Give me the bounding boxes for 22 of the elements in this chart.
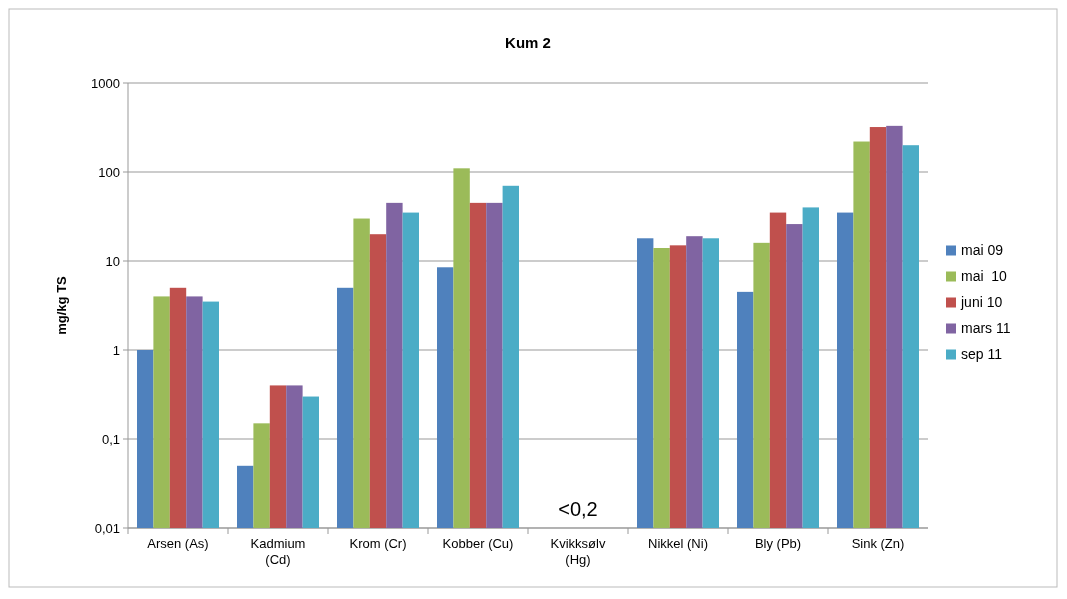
x-tick-label: Kvikksølv (Hg) <box>550 536 606 567</box>
x-tick-label: Kobber (Cu) <box>442 536 514 551</box>
x-tick-label: Sink (Zn) <box>851 536 905 551</box>
chart-title: Kum 2 <box>505 34 551 51</box>
legend-label: sep 11 <box>961 346 1003 363</box>
y-tick-label: 100 <box>98 164 120 180</box>
legend-label: mars 11 <box>961 320 1011 337</box>
y-tick-label: 10 <box>105 253 120 269</box>
x-tick-label: Arsen (As) <box>147 536 209 551</box>
x-tick-label: Bly (Pb) <box>754 536 802 551</box>
y-tick-label: 0,01 <box>94 520 120 536</box>
legend-label: mai 09 <box>961 242 1004 259</box>
x-tick-label: Krom (Cr) <box>349 536 407 551</box>
annotation: <0,2 <box>558 498 598 520</box>
legend-label: juni 10 <box>960 294 1003 311</box>
x-tick-label: Nikkel (Ni) <box>648 536 708 551</box>
y-tick-label: 1 <box>112 342 120 358</box>
legend-label: mai 10 <box>961 268 1008 285</box>
y-tick-label: 1000 <box>91 75 120 91</box>
y-axis-title: mg/kg TS <box>54 275 69 335</box>
y-tick-label: 0,1 <box>101 431 120 447</box>
x-tick-label: Kadmium (Cd) <box>250 536 306 567</box>
